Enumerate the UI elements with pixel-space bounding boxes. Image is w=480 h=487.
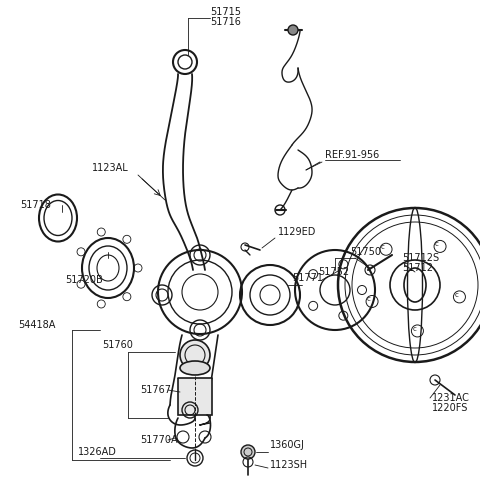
Text: 51712S: 51712S xyxy=(402,253,439,263)
Text: c: c xyxy=(367,297,371,302)
Text: 1129ED: 1129ED xyxy=(278,227,316,237)
Circle shape xyxy=(241,445,255,459)
Text: 1123SH: 1123SH xyxy=(270,460,308,470)
Text: 51771: 51771 xyxy=(292,273,323,283)
Text: 54418A: 54418A xyxy=(18,320,55,330)
Text: REF.91-956: REF.91-956 xyxy=(325,150,379,160)
Polygon shape xyxy=(178,378,212,415)
Text: 51715: 51715 xyxy=(210,7,241,17)
Text: 51716: 51716 xyxy=(210,17,241,27)
Text: c: c xyxy=(455,292,458,298)
Text: 51712: 51712 xyxy=(402,263,433,273)
Text: c: c xyxy=(412,326,416,332)
Text: 51750: 51750 xyxy=(350,247,381,257)
Text: 51720B: 51720B xyxy=(65,275,103,285)
Text: 51760: 51760 xyxy=(102,340,133,350)
Text: c: c xyxy=(381,244,385,250)
Text: 1326AD: 1326AD xyxy=(78,447,117,457)
Text: c: c xyxy=(435,242,439,247)
Text: 1231AC: 1231AC xyxy=(432,393,470,403)
Ellipse shape xyxy=(180,361,210,375)
Text: 51752: 51752 xyxy=(318,267,349,277)
Text: 51767: 51767 xyxy=(140,385,171,395)
Text: 1360GJ: 1360GJ xyxy=(270,440,305,450)
Text: 1123AL: 1123AL xyxy=(92,163,129,173)
Circle shape xyxy=(288,25,298,35)
Text: 51770A: 51770A xyxy=(140,435,178,445)
Circle shape xyxy=(180,340,210,370)
Text: 1220FS: 1220FS xyxy=(432,403,468,413)
Text: 51718: 51718 xyxy=(20,200,51,210)
